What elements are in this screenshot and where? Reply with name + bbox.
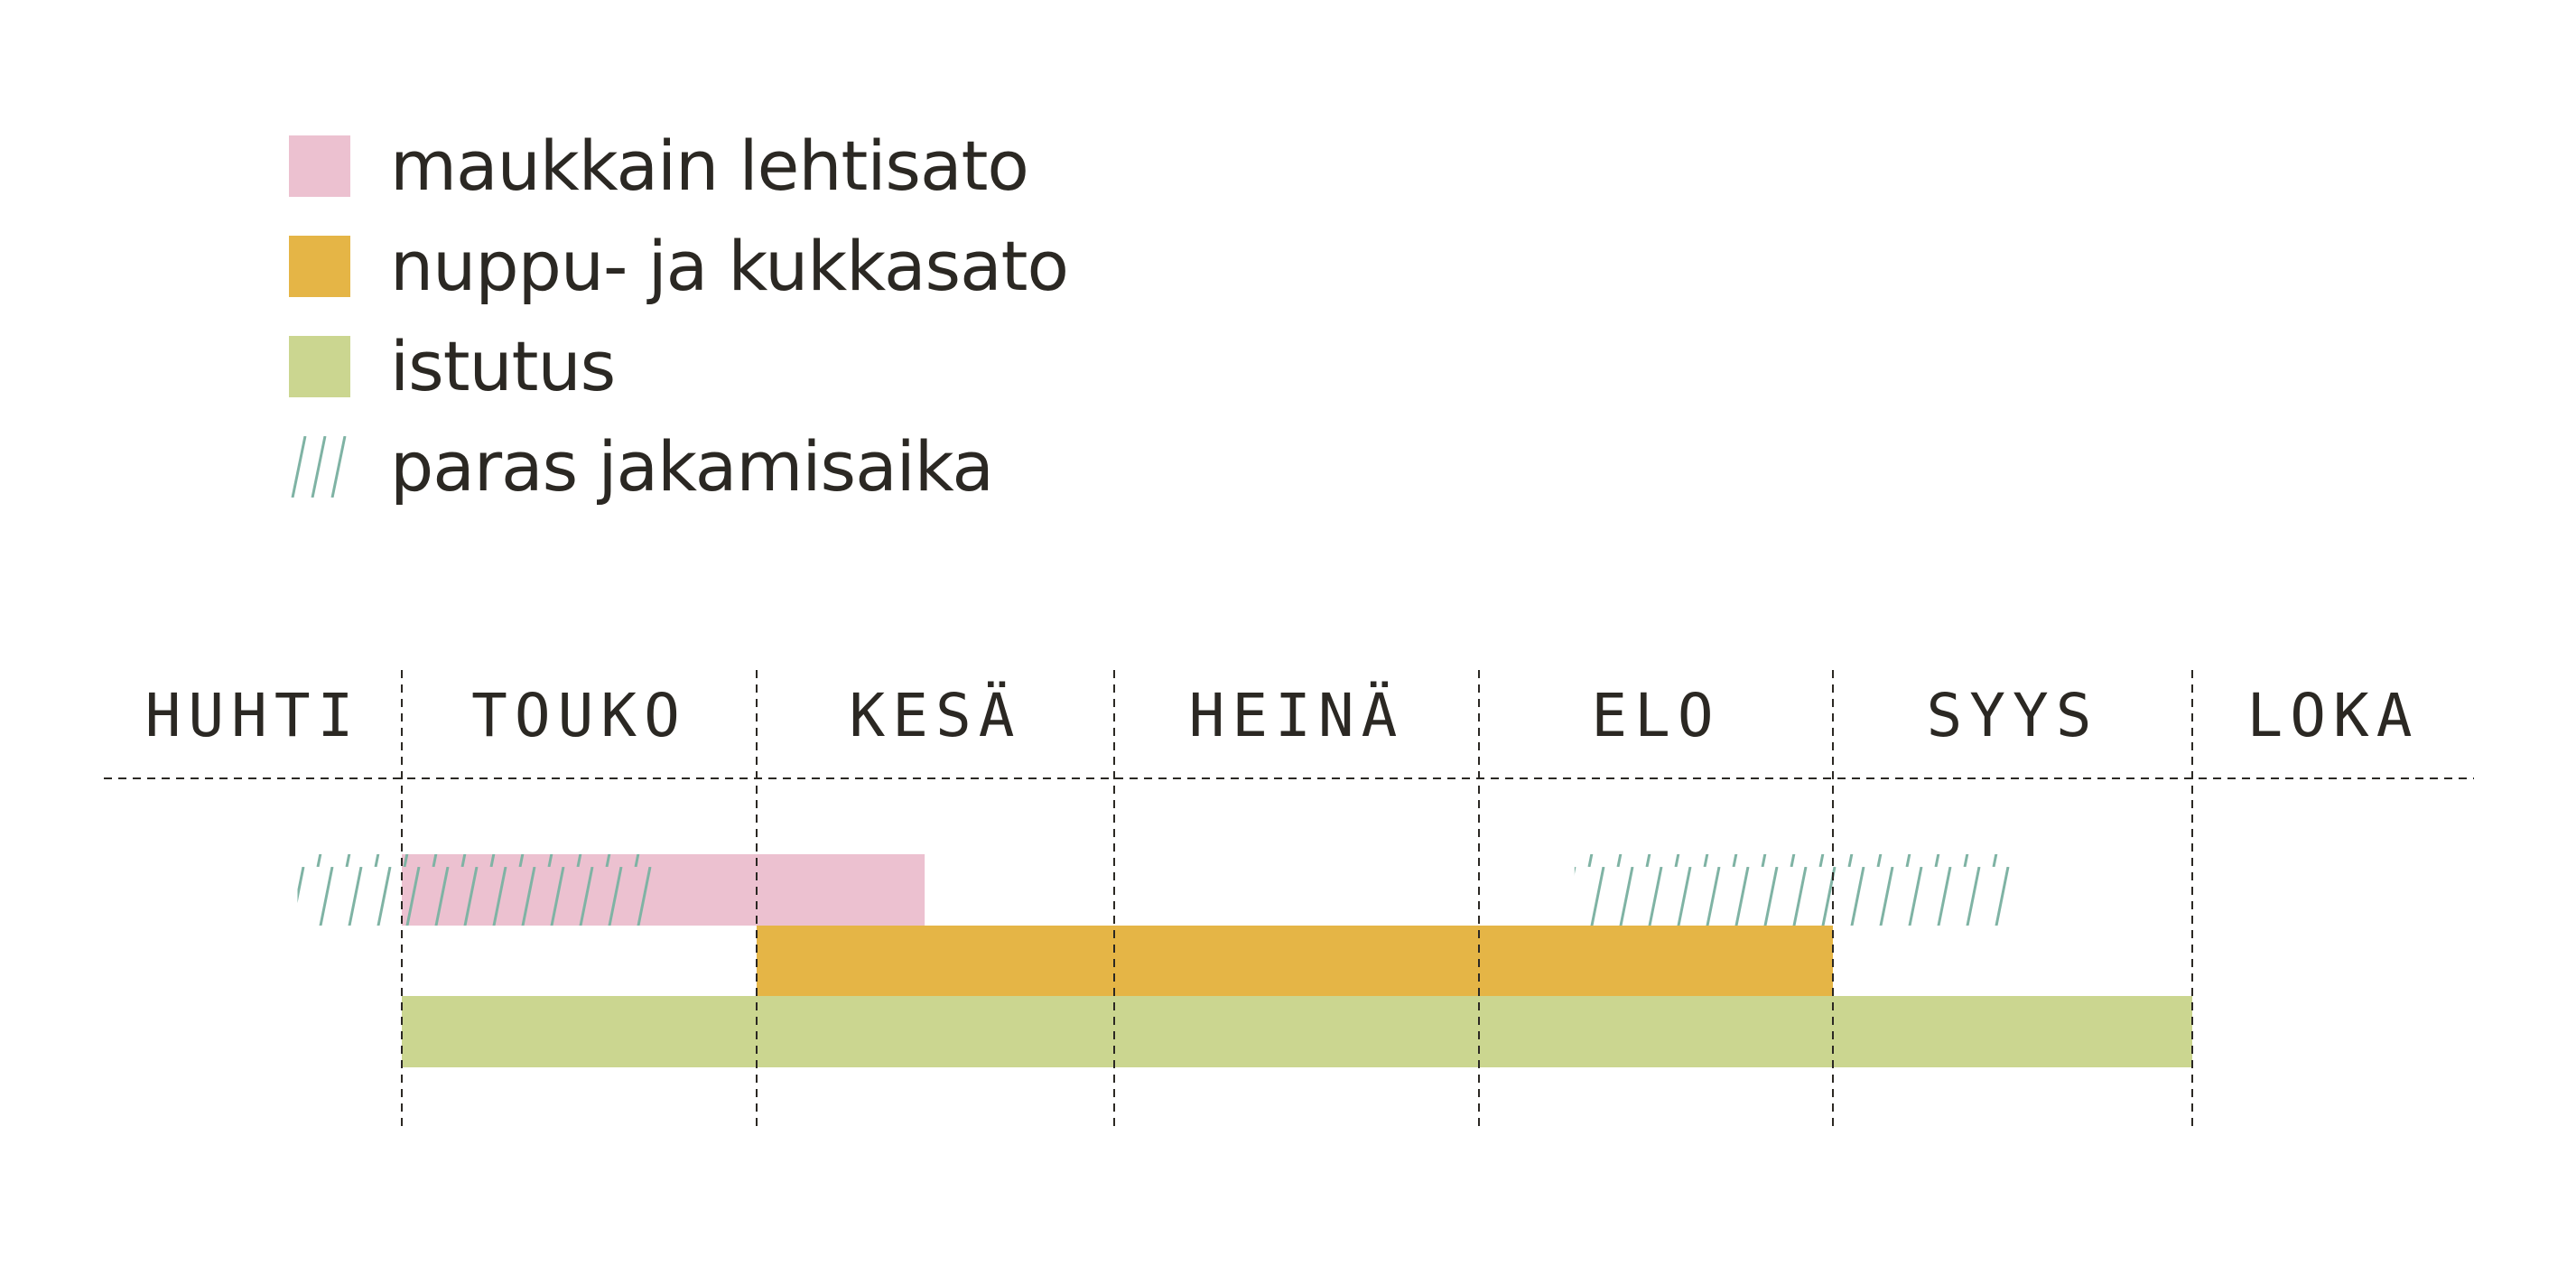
bar-plant-4 [402, 996, 2192, 1067]
legend-label-planting: istutus [390, 326, 616, 406]
legend-item-dividing: paras jakamisaika [289, 426, 1553, 508]
month-label: KESÄ [850, 681, 1022, 750]
month-label: HEINÄ [1189, 681, 1405, 750]
legend-item-leaf-harvest: maukkain lehtisato [289, 126, 1553, 208]
month-label: LOKA [2247, 681, 2420, 750]
bar-divide-2 [1574, 854, 2013, 926]
month-label: HUHTI [145, 681, 361, 750]
month-label: ELO [1591, 681, 1720, 750]
diagonal-hatch-swatch [291, 436, 347, 498]
legend-label-leaf-harvest: maukkain lehtisato [390, 126, 1029, 206]
grid-layer [104, 670, 2474, 1127]
bar-divide-0 [297, 854, 657, 926]
month-label: TOUKO [471, 681, 687, 750]
legend-item-planting: istutus [289, 326, 1553, 408]
orange-square-swatch [289, 236, 350, 297]
legend-item-flower-harvest: nuppu- ja kukkasato [289, 226, 1553, 308]
green-square-swatch [289, 336, 350, 397]
legend-label-dividing: paras jakamisaika [390, 426, 994, 507]
bar-flower-3 [757, 926, 1833, 997]
pink-square-swatch [289, 135, 350, 197]
bars-layer [297, 854, 2192, 1067]
legend-label-flower-harvest: nuppu- ja kukkasato [390, 226, 1069, 306]
month-label: SYYS [1927, 681, 2099, 750]
month-labels: HUHTI TOUKO KESÄ HEINÄ ELO SYYS LOKA [145, 681, 2420, 750]
